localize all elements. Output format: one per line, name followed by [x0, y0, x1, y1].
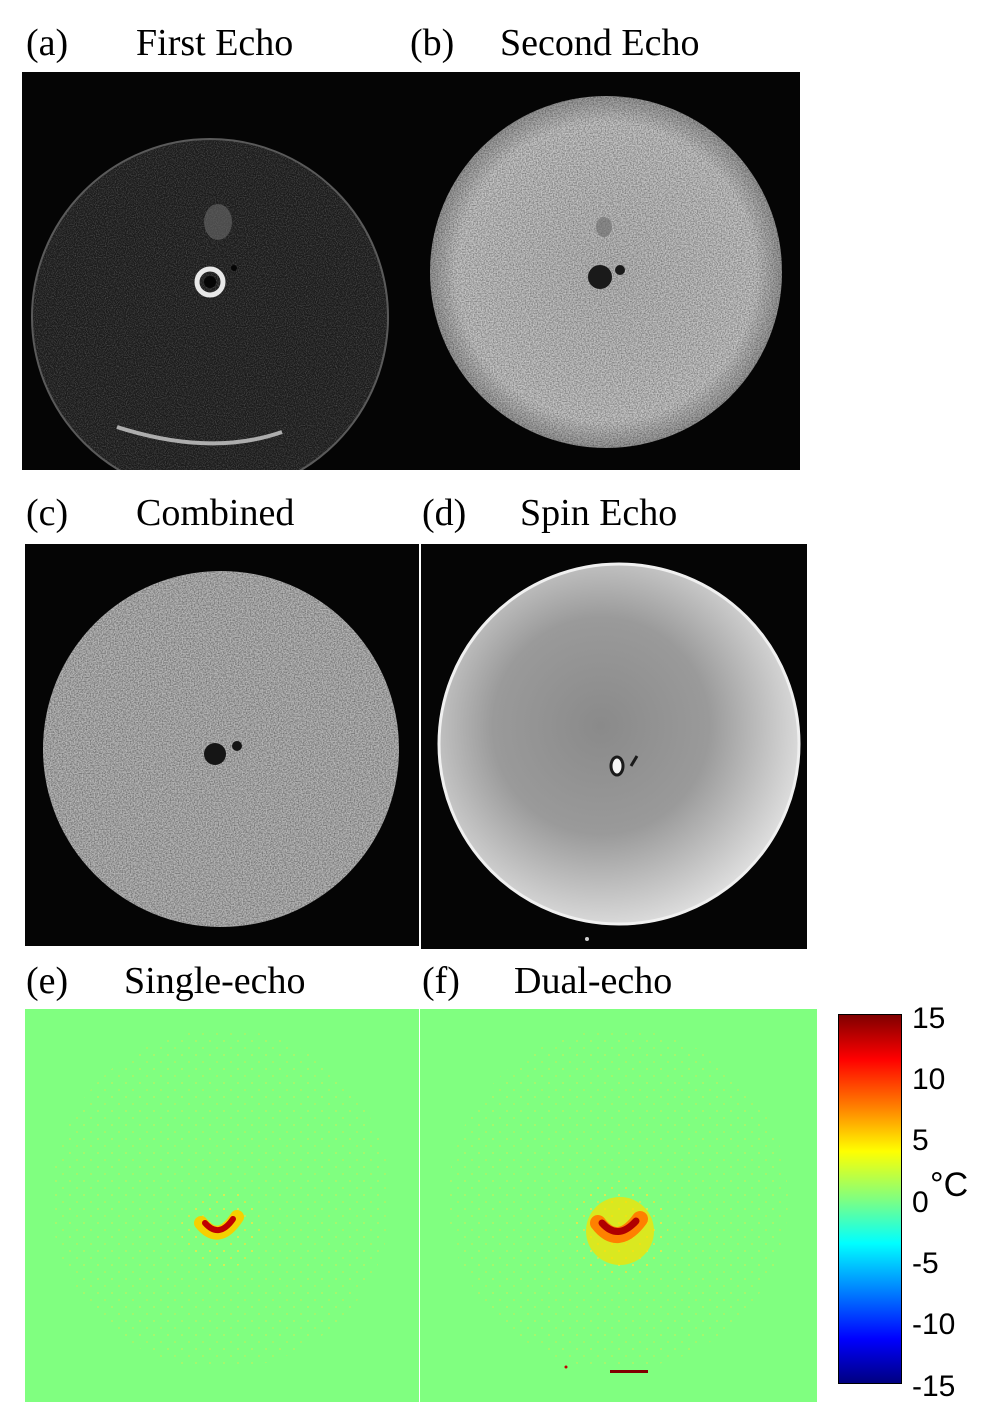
panel-c-title: Combined	[136, 492, 295, 534]
colorbar-tick: 5	[912, 1124, 929, 1157]
colorbar-tick: -5	[912, 1247, 939, 1280]
colorbar-unit: °C	[930, 1166, 969, 1204]
panel-f-title: Dual-echo	[514, 960, 673, 1002]
panel-c-image	[25, 544, 419, 946]
colorbar-tick: 10	[912, 1063, 946, 1096]
colorbar-tick: 15	[912, 1002, 946, 1035]
panel-a-letter: (a)	[26, 22, 69, 64]
panel-b-title: Second Echo	[500, 22, 700, 64]
colorbar-tick: 0	[912, 1186, 929, 1219]
panel-f-letter: (f)	[422, 960, 460, 1002]
colorbar	[838, 1014, 902, 1384]
colorbar-tick: -10	[912, 1308, 956, 1341]
panel-e-map	[25, 1009, 419, 1402]
panel-d-letter: (d)	[422, 492, 467, 534]
panel-c-letter: (c)	[26, 492, 69, 534]
colorbar-tick: -15	[912, 1370, 956, 1403]
panel-d-image	[421, 544, 807, 949]
panel-d-title: Spin Echo	[520, 492, 678, 534]
panel-b-letter: (b)	[410, 22, 455, 64]
panel-b-image	[412, 72, 800, 470]
panel-e-letter: (e)	[26, 960, 69, 1002]
panel-a-title: First Echo	[136, 22, 294, 64]
panel-a-image	[22, 72, 412, 470]
panel-f-map	[420, 1009, 817, 1402]
panel-e-title: Single-echo	[124, 960, 306, 1002]
